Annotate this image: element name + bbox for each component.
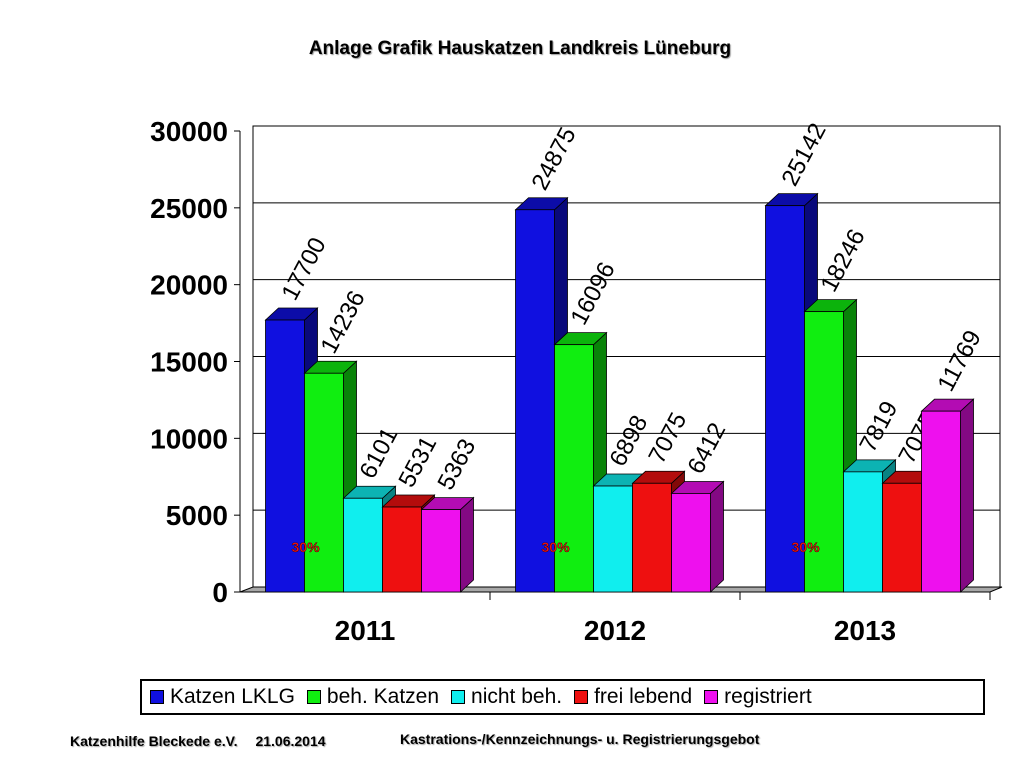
legend-item: Katzen LKLG xyxy=(150,685,295,709)
legend-label: frei lebend xyxy=(594,685,693,708)
bar xyxy=(765,205,805,593)
bar xyxy=(921,410,961,593)
legend-swatch xyxy=(451,690,466,704)
y-tick-label: 15000 xyxy=(150,347,228,378)
legend-item: frei lebend xyxy=(574,685,692,709)
y-tick-label: 30000 xyxy=(150,116,228,147)
legend-item: registriert xyxy=(704,685,812,709)
legend-swatch xyxy=(574,690,589,704)
legend-item: beh. Katzen xyxy=(306,685,440,709)
footer-date: 21.06.2014 xyxy=(255,733,326,749)
footer-org: Katzenhilfe Bleckede e.V. xyxy=(70,733,238,749)
y-tick-label: 10000 xyxy=(150,423,228,454)
chart-title: Anlage Grafik Hauskatzen Landkreis Lüneb… xyxy=(308,38,732,59)
legend-swatch xyxy=(150,690,164,704)
bar xyxy=(265,319,305,593)
y-tick-label: 20000 xyxy=(150,270,228,301)
footer-org-date: Katzenhilfe Bleckede e.V. 21.06.2014 xyxy=(70,733,340,749)
legend-swatch xyxy=(704,690,719,704)
legend-swatch xyxy=(306,690,321,704)
legend-label: Katzen LKLG xyxy=(170,685,295,708)
bar-side xyxy=(710,480,724,593)
bar-side xyxy=(960,398,974,593)
y-tick-label: 25000 xyxy=(150,193,228,224)
legend-item: nicht beh. xyxy=(451,685,562,709)
legend-label: nicht beh. xyxy=(471,685,563,708)
bar xyxy=(671,493,711,593)
y-tick-label: 5000 xyxy=(166,500,228,531)
footer-caption: Kastrations-/Kennzeichnungs- u. Registri… xyxy=(400,731,760,747)
bar xyxy=(343,497,383,593)
annotation-label: 30% xyxy=(542,539,571,555)
bar xyxy=(554,344,594,593)
bar xyxy=(632,482,672,593)
bar-chart: 0500010000150002000025000300002011177001… xyxy=(150,116,1003,646)
bar xyxy=(515,209,555,593)
bar xyxy=(843,471,883,593)
bar xyxy=(882,482,922,593)
annotation-label: 30% xyxy=(292,539,321,555)
bar xyxy=(593,485,633,593)
x-tick-label: 2013 xyxy=(834,615,896,646)
legend-label: registriert xyxy=(724,685,812,708)
y-tick-label: 0 xyxy=(212,577,228,608)
chart-legend: Katzen LKLG beh. Katzen nicht beh. frei leb… xyxy=(140,679,985,715)
bar xyxy=(304,372,344,593)
x-tick-label: 2012 xyxy=(584,615,646,646)
x-tick-label: 2011 xyxy=(335,615,396,646)
bar xyxy=(804,311,844,593)
annotation-label: 30% xyxy=(792,539,821,555)
bar-side xyxy=(460,496,474,593)
bar xyxy=(421,509,461,593)
bar xyxy=(382,506,422,593)
legend-label: beh. Katzen xyxy=(326,685,440,708)
